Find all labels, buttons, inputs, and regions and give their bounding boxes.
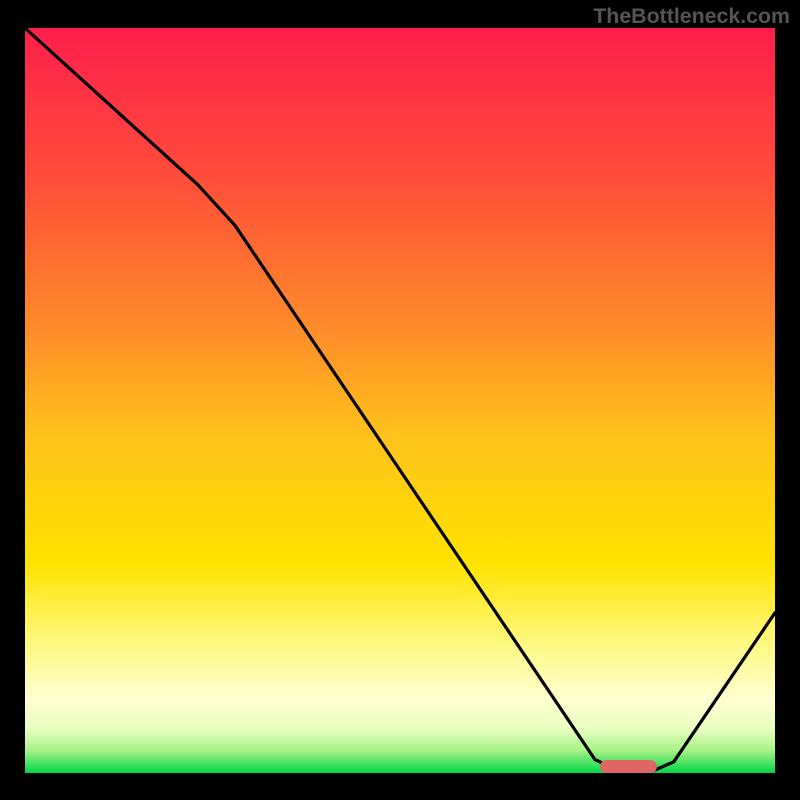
figure-container: TheBottleneck.com — [0, 0, 800, 800]
curve-layer — [25, 28, 775, 773]
watermark-text: TheBottleneck.com — [593, 4, 790, 29]
bottleneck-curve — [25, 28, 775, 770]
plot-area — [25, 28, 775, 773]
optimal-range-marker — [600, 760, 657, 773]
